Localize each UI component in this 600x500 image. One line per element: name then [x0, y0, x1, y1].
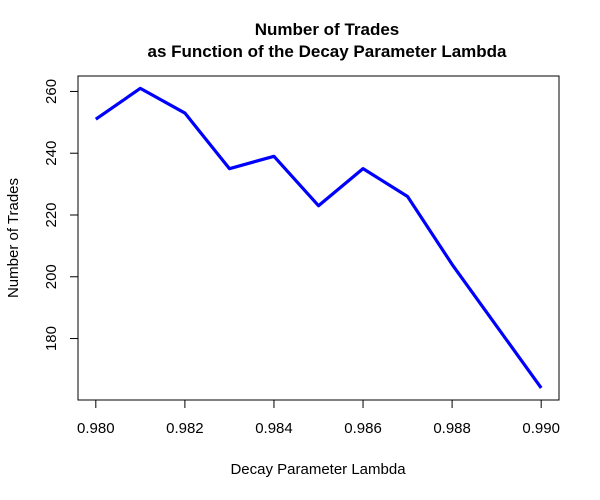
y-axis: 180 200 220 240 260 [43, 79, 79, 351]
y-axis-label: Number of Trades [5, 178, 22, 298]
x-axis: 0.980 0.982 0.984 0.986 0.988 0.990 [77, 399, 560, 437]
plot-frame [77, 75, 560, 401]
y-tick-label: 240 [43, 141, 60, 166]
x-tick-label: 0.982 [166, 420, 204, 437]
x-tick-label: 0.988 [433, 420, 471, 437]
series-line [94, 86, 543, 389]
chart-subtitle: as Function of the Decay Parameter Lambd… [148, 42, 508, 61]
x-tick-label: 0.984 [255, 420, 293, 437]
x-axis-label: Decay Parameter Lambda [230, 461, 406, 478]
y-tick-label: 200 [43, 264, 60, 289]
x-tick-label: 0.990 [522, 420, 560, 437]
series-layer [94, 86, 543, 389]
y-tick-label: 180 [43, 326, 60, 351]
x-tick-label: 0.986 [344, 420, 382, 437]
y-tick-label: 220 [43, 202, 60, 227]
x-tick-label: 0.980 [77, 420, 115, 437]
chart-title: Number of Trades [255, 20, 400, 39]
y-tick-label: 260 [43, 79, 60, 104]
